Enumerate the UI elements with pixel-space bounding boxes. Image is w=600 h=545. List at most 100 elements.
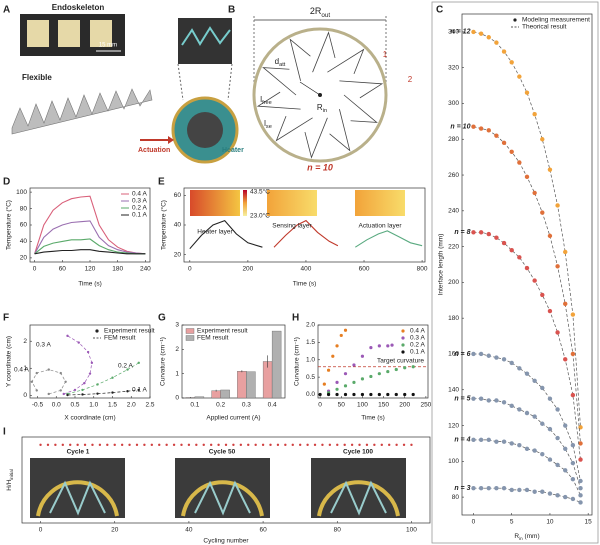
- bar: [220, 389, 230, 399]
- data-point: [30, 380, 34, 383]
- data-point: [517, 487, 522, 493]
- diagram-label: Rin: [317, 103, 327, 114]
- y-tick-label: 3: [175, 322, 179, 329]
- data-point: [335, 387, 339, 391]
- data-point: [555, 264, 560, 269]
- y-tick-label: 220: [448, 243, 459, 250]
- photo-arch: [317, 480, 400, 517]
- data-point: [209, 443, 213, 447]
- legend-label: 0.1 A: [132, 212, 147, 219]
- photo-detail: [49, 480, 106, 516]
- diagram-label-part: in: [323, 108, 327, 114]
- legend-swatch: [185, 335, 195, 341]
- data-point: [69, 443, 72, 447]
- y-tick-label: 2: [23, 338, 27, 345]
- series-label: n = 10: [450, 124, 470, 131]
- legend-label: 0.3 A: [132, 198, 147, 205]
- data-point: [411, 392, 415, 397]
- specimen: [58, 20, 80, 47]
- data-point: [350, 443, 354, 447]
- legend-swatch: [401, 329, 405, 333]
- legend-label: 0.1 A: [410, 349, 425, 356]
- y-tick-label: 1: [23, 365, 27, 372]
- series-label: 0.3 A: [36, 342, 51, 349]
- data-point: [35, 371, 38, 375]
- inset-photo: [178, 18, 232, 64]
- x-tick-label: 0.3: [242, 402, 251, 409]
- data-point: [570, 477, 576, 482]
- data-point: [471, 485, 476, 491]
- y-tick-label: 2.0: [306, 322, 315, 329]
- heat-map: [190, 190, 240, 216]
- y-tick-label: 2: [175, 346, 179, 353]
- data-point: [369, 345, 373, 350]
- y-tick-label: 20: [20, 255, 28, 262]
- data-point: [478, 31, 484, 36]
- data-point: [180, 443, 183, 447]
- x-tick-label: 2.0: [127, 402, 136, 409]
- x-tick-label: 150: [378, 402, 389, 409]
- series-label: 0.1 A: [132, 387, 147, 394]
- data-point: [386, 344, 390, 348]
- diagram-label-part: R: [317, 103, 323, 112]
- spoke: [312, 31, 336, 73]
- data-point: [224, 443, 228, 447]
- data-point: [90, 361, 94, 365]
- x-axis-label-part: (mm): [523, 533, 540, 540]
- y-axis-label: Temperature (°C): [5, 200, 13, 250]
- data-point: [555, 203, 560, 208]
- data-point: [494, 133, 499, 138]
- reference-label: Target curvature: [377, 357, 424, 364]
- spoke: [329, 109, 351, 152]
- photo: [30, 458, 125, 518]
- annotation: Sensing layer: [272, 223, 312, 230]
- annotation: Heater: [222, 147, 244, 154]
- data-point: [486, 128, 491, 133]
- legend-label: Experiment result: [197, 328, 248, 335]
- series-line: [34, 238, 146, 255]
- x-tick-label: 50: [338, 402, 346, 409]
- data-point: [343, 443, 346, 447]
- annotation: 43.5°C: [250, 188, 270, 196]
- data-point: [547, 457, 553, 462]
- data-point: [360, 354, 365, 358]
- data-point: [394, 367, 398, 372]
- data-point: [532, 190, 537, 196]
- photo-arch: [36, 480, 119, 517]
- panel-label: F: [3, 313, 9, 324]
- bar: [194, 396, 205, 399]
- data-point: [494, 235, 499, 240]
- data-point: [113, 443, 116, 447]
- annotation: Heater layer: [197, 229, 233, 236]
- annotation: Cycle 50: [209, 449, 236, 456]
- arrow-head: [168, 136, 174, 144]
- data-point: [120, 443, 124, 447]
- x-tick-label: 60: [59, 266, 67, 273]
- data-point: [563, 446, 568, 451]
- connector: [227, 63, 233, 101]
- data-point: [261, 443, 265, 447]
- x-tick-label: 600: [359, 266, 370, 273]
- data-point: [328, 443, 332, 447]
- y-axis-label-part: H/H: [6, 479, 13, 491]
- data-point: [501, 357, 507, 362]
- data-point: [239, 443, 243, 447]
- data-point: [486, 437, 491, 443]
- data-point: [478, 351, 484, 357]
- data-point: [326, 392, 331, 397]
- panel-label: I: [3, 427, 6, 438]
- data-point: [478, 230, 484, 235]
- data-point: [563, 249, 568, 255]
- data-point: [83, 443, 87, 447]
- bar: [246, 371, 256, 399]
- data-point: [172, 443, 176, 447]
- series-line: [189, 219, 263, 250]
- data-point: [360, 392, 365, 397]
- data-point: [509, 441, 514, 446]
- photo-detail: [194, 480, 251, 516]
- data-point: [386, 369, 390, 374]
- panel-label: C: [436, 5, 443, 16]
- panel-label: D: [3, 177, 10, 188]
- x-tick-label: 40: [185, 527, 193, 534]
